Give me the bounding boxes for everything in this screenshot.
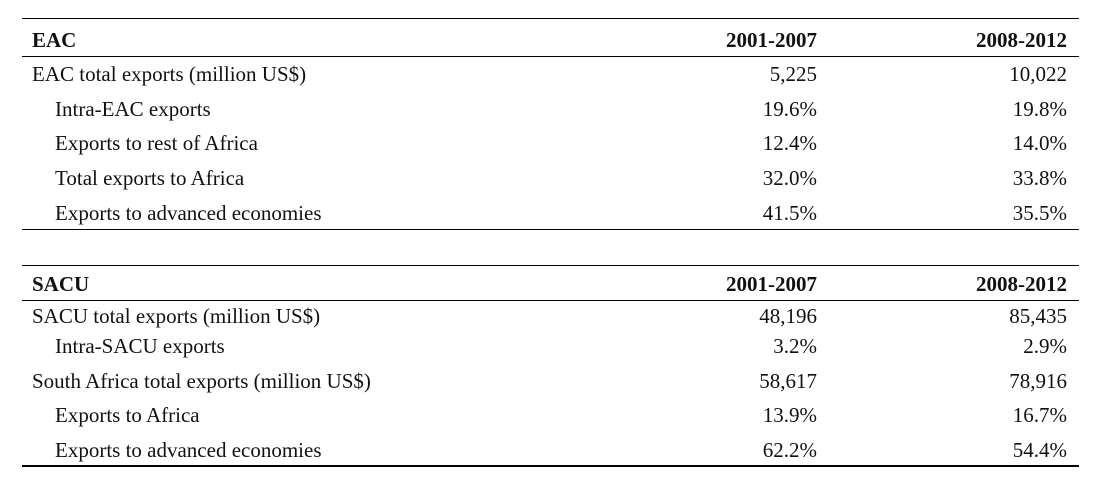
row-value-2008-2012: 14.0% (1012, 131, 1067, 155)
row-value-2008-2012: 2.9% (1023, 334, 1067, 358)
sacu-table: SACU 2001-2007 2008-2012 SACU total expo… (22, 262, 1079, 472)
row-value-2001-2007: 12.4% (762, 131, 817, 155)
row-value-2001-2007: 3.2% (773, 334, 817, 358)
row-value-2008-2012: 19.8% (1012, 97, 1067, 121)
sacu-header-label: SACU (32, 272, 90, 296)
row-label: Exports to rest of Africa (55, 131, 258, 155)
row-label: SACU total exports (million US$) (32, 304, 321, 328)
row-value-2001-2007: 58,617 (759, 369, 817, 393)
sacu-header-col1: 2001-2007 (726, 272, 817, 296)
row-value-2001-2007: 19.6% (762, 97, 817, 121)
row-value-2008-2012: 78,916 (1009, 369, 1067, 393)
row-value-2008-2012: 16.7% (1012, 403, 1067, 427)
row-label: Total exports to Africa (55, 166, 245, 190)
sacu-bottom-rule (22, 465, 1079, 467)
row-label: Exports to advanced economies (55, 438, 322, 462)
row-value-2001-2007: 41.5% (762, 201, 817, 225)
row-label: Exports to Africa (55, 403, 200, 427)
eac-table: EAC 2001-2007 2008-2012 EAC total export… (22, 0, 1079, 240)
row-label: Exports to advanced economies (55, 201, 322, 225)
row-label: Intra-EAC exports (55, 97, 211, 121)
row-label: Intra-SACU exports (55, 334, 225, 358)
eac-bottom-rule (22, 229, 1079, 230)
row-label: EAC total exports (million US$) (32, 62, 307, 86)
sacu-top-rule (22, 265, 1079, 266)
eac-header-label: EAC (32, 28, 77, 52)
row-value-2001-2007: 5,225 (769, 62, 817, 86)
row-value-2008-2012: 85,435 (1009, 304, 1067, 328)
eac-header-col2: 2008-2012 (976, 28, 1067, 52)
sacu-header-col2: 2008-2012 (976, 272, 1067, 296)
row-value-2001-2007: 62.2% (762, 438, 817, 462)
row-label: South Africa total exports (million US$) (32, 369, 371, 393)
row-value-2001-2007: 32.0% (762, 166, 817, 190)
row-value-2008-2012: 33.8% (1012, 166, 1067, 190)
row-value-2008-2012: 10,022 (1009, 62, 1067, 86)
row-value-2001-2007: 48,196 (759, 304, 817, 328)
row-value-2001-2007: 13.9% (762, 403, 817, 427)
eac-top-rule (22, 18, 1079, 19)
eac-header-rule (22, 56, 1079, 57)
row-value-2008-2012: 35.5% (1012, 201, 1067, 225)
eac-header-col1: 2001-2007 (726, 28, 817, 52)
sacu-header-rule (22, 300, 1079, 301)
row-value-2008-2012: 54.4% (1012, 438, 1067, 462)
